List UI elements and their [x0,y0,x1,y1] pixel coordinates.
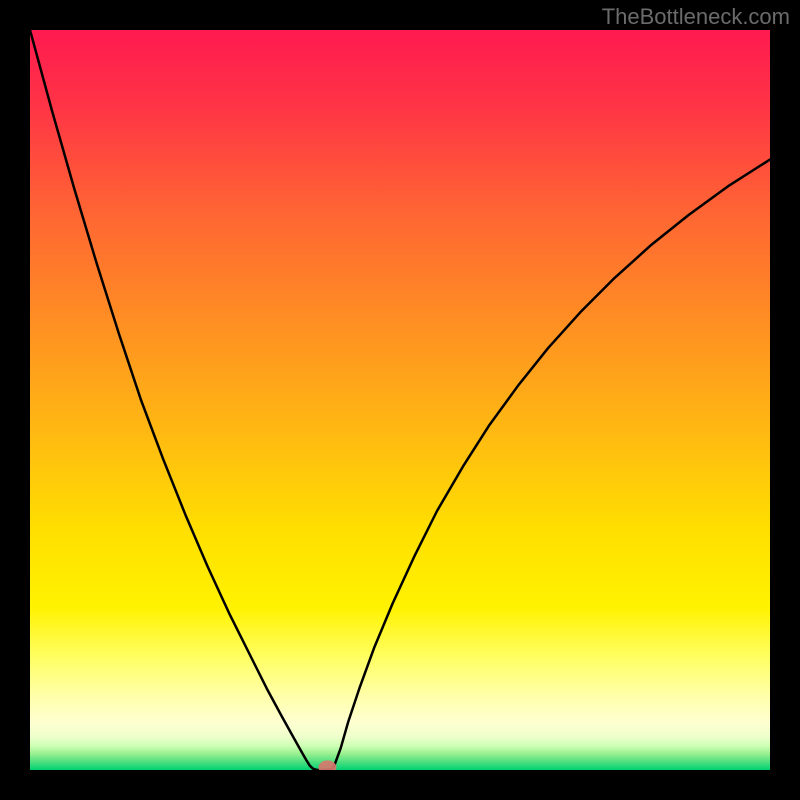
watermark-text: TheBottleneck.com [602,4,790,30]
chart-svg [30,30,770,770]
bottleneck-chart [30,30,770,770]
